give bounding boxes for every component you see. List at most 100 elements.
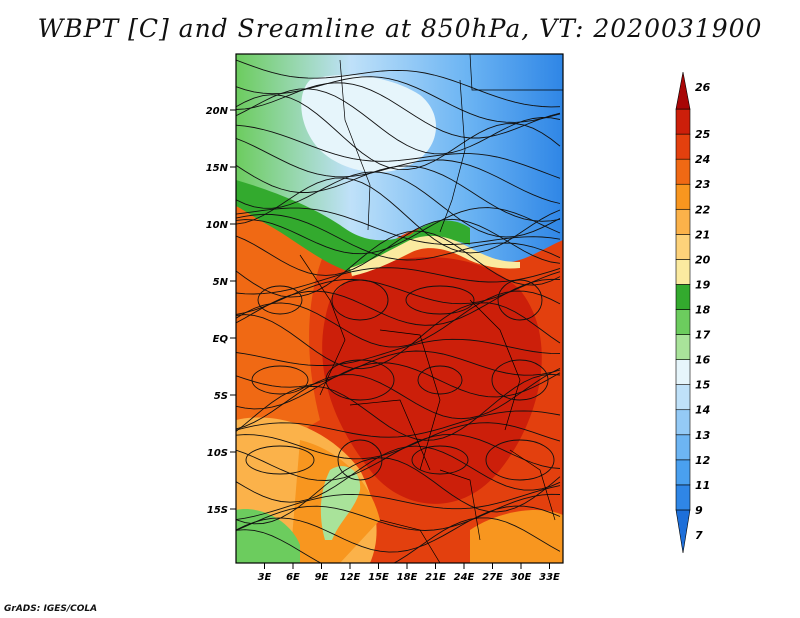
lat-tick-label: 15S [207,505,228,516]
streamline [236,422,561,460]
lon-tick-label: 15E [368,572,389,583]
streamline [236,76,561,123]
colorbar-swatch [675,409,691,436]
streamline [236,457,561,525]
colorbar-swatch [675,133,691,160]
lon-tick-label: 21E [425,572,446,583]
lat-tick-label: 15N [206,163,229,174]
colorbar-label: 14 [695,404,710,417]
colorbar-swatch [675,208,691,235]
colorbar-swatch [675,158,691,185]
streamline-eddy [491,359,549,401]
lon-tick-label: 33E [539,572,560,583]
streamline [236,88,561,155]
colorbar-label: 16 [695,354,711,367]
streamline [236,373,561,441]
colorbar-label: 25 [695,128,711,141]
country-borders [299,54,563,563]
streamline [236,218,561,276]
region-orange-southeast [470,510,563,563]
colorbar-label: 11 [695,479,710,492]
colorbar-swatch [675,309,691,335]
colorbar-swatch [675,183,691,210]
lon-tick-label: 6E [286,572,300,583]
streamline-eddy [497,279,543,321]
streamline [236,267,561,295]
streamline-eddy [337,439,383,481]
lon-tick-label: 3E [258,572,272,583]
region-hot-core [322,257,542,504]
colorbar-swatch [675,108,691,135]
colorbar-label: 7 [695,529,703,542]
lat-tick-label: 10N [206,220,229,231]
streamline [236,207,561,255]
streamline [236,59,561,108]
colorbar-label: 26 [695,81,711,94]
colorbar-label: 20 [695,253,711,266]
streamline-eddy [251,365,309,395]
streamline [236,517,561,563]
colorbar-bottom-arrow [675,509,691,554]
colorbar-label: 19 [695,278,711,291]
colorbar-swatch [675,484,691,511]
streamline [236,213,561,261]
streamline [236,362,561,410]
longitude-axis: 3E 6E 9E 12E 15E 18E 21E 24E 27E 30E 33E [258,563,560,583]
colorbar-top-arrow [675,71,691,110]
lat-tick-label: 5S [214,391,228,402]
colorbar-swatch [675,384,691,411]
streamline [236,302,561,370]
footer-credit: GrADS: IGES/COLA [4,604,98,614]
streamline [236,505,561,553]
streamline-eddy [417,365,463,395]
streamline [236,485,561,521]
colorbar-label: 24 [695,153,710,166]
colorbar-label: 15 [695,379,711,392]
streamline [236,124,561,179]
region-green-coast [320,466,361,540]
streamline-eddy [325,359,395,401]
map-panel [236,54,563,563]
streamline [236,338,561,366]
lon-tick-label: 27E [482,572,503,583]
region-green-southwest [236,509,300,563]
lon-tick-label: 24E [454,572,475,583]
lon-tick-label: 12E [340,572,361,583]
streamline [236,493,561,531]
colorbar-label: 17 [695,329,711,342]
latitude-axis: 20N 15N 10N 5N EQ 5S 10S 15S [206,106,236,516]
colorbar-swatch [675,284,691,310]
lat-tick-label: 10S [207,448,228,459]
lon-tick-label: 30E [511,572,532,583]
colorbar-label: 12 [695,454,711,467]
streamline-eddy [411,445,469,475]
colorbar-swatch [675,359,691,385]
streamline [236,445,561,503]
streamline-eddy [331,279,389,321]
streamline [236,177,561,254]
streamline [236,410,561,438]
streamline [236,164,561,222]
lon-tick-label: 9E [315,572,329,583]
lat-tick-label: 5N [213,277,229,288]
colorbar-label: 13 [695,429,711,442]
streamline [236,207,561,245]
streamline-eddy [405,285,475,315]
lat-tick-label: 20N [206,106,229,117]
streamline [236,94,561,171]
colorbar-swatch [675,259,691,285]
lat-tick-label: EQ [213,334,229,345]
colorbar-label: 18 [695,304,711,317]
colorbar-swatch [675,434,691,461]
streamline [236,82,561,139]
streamline [236,278,561,326]
colorbar-swatch [675,334,691,360]
lon-tick-label: 18E [397,572,418,583]
colorbar: 7 9 11 12 13 14 15 16 17 18 19 20 21 22 23 24 25 26 [675,71,711,554]
streamline [236,290,561,348]
colorbar-label: 22 [695,203,711,216]
streamline [236,171,561,238]
colorbar-swatch [675,234,691,260]
streamline [236,367,561,430]
